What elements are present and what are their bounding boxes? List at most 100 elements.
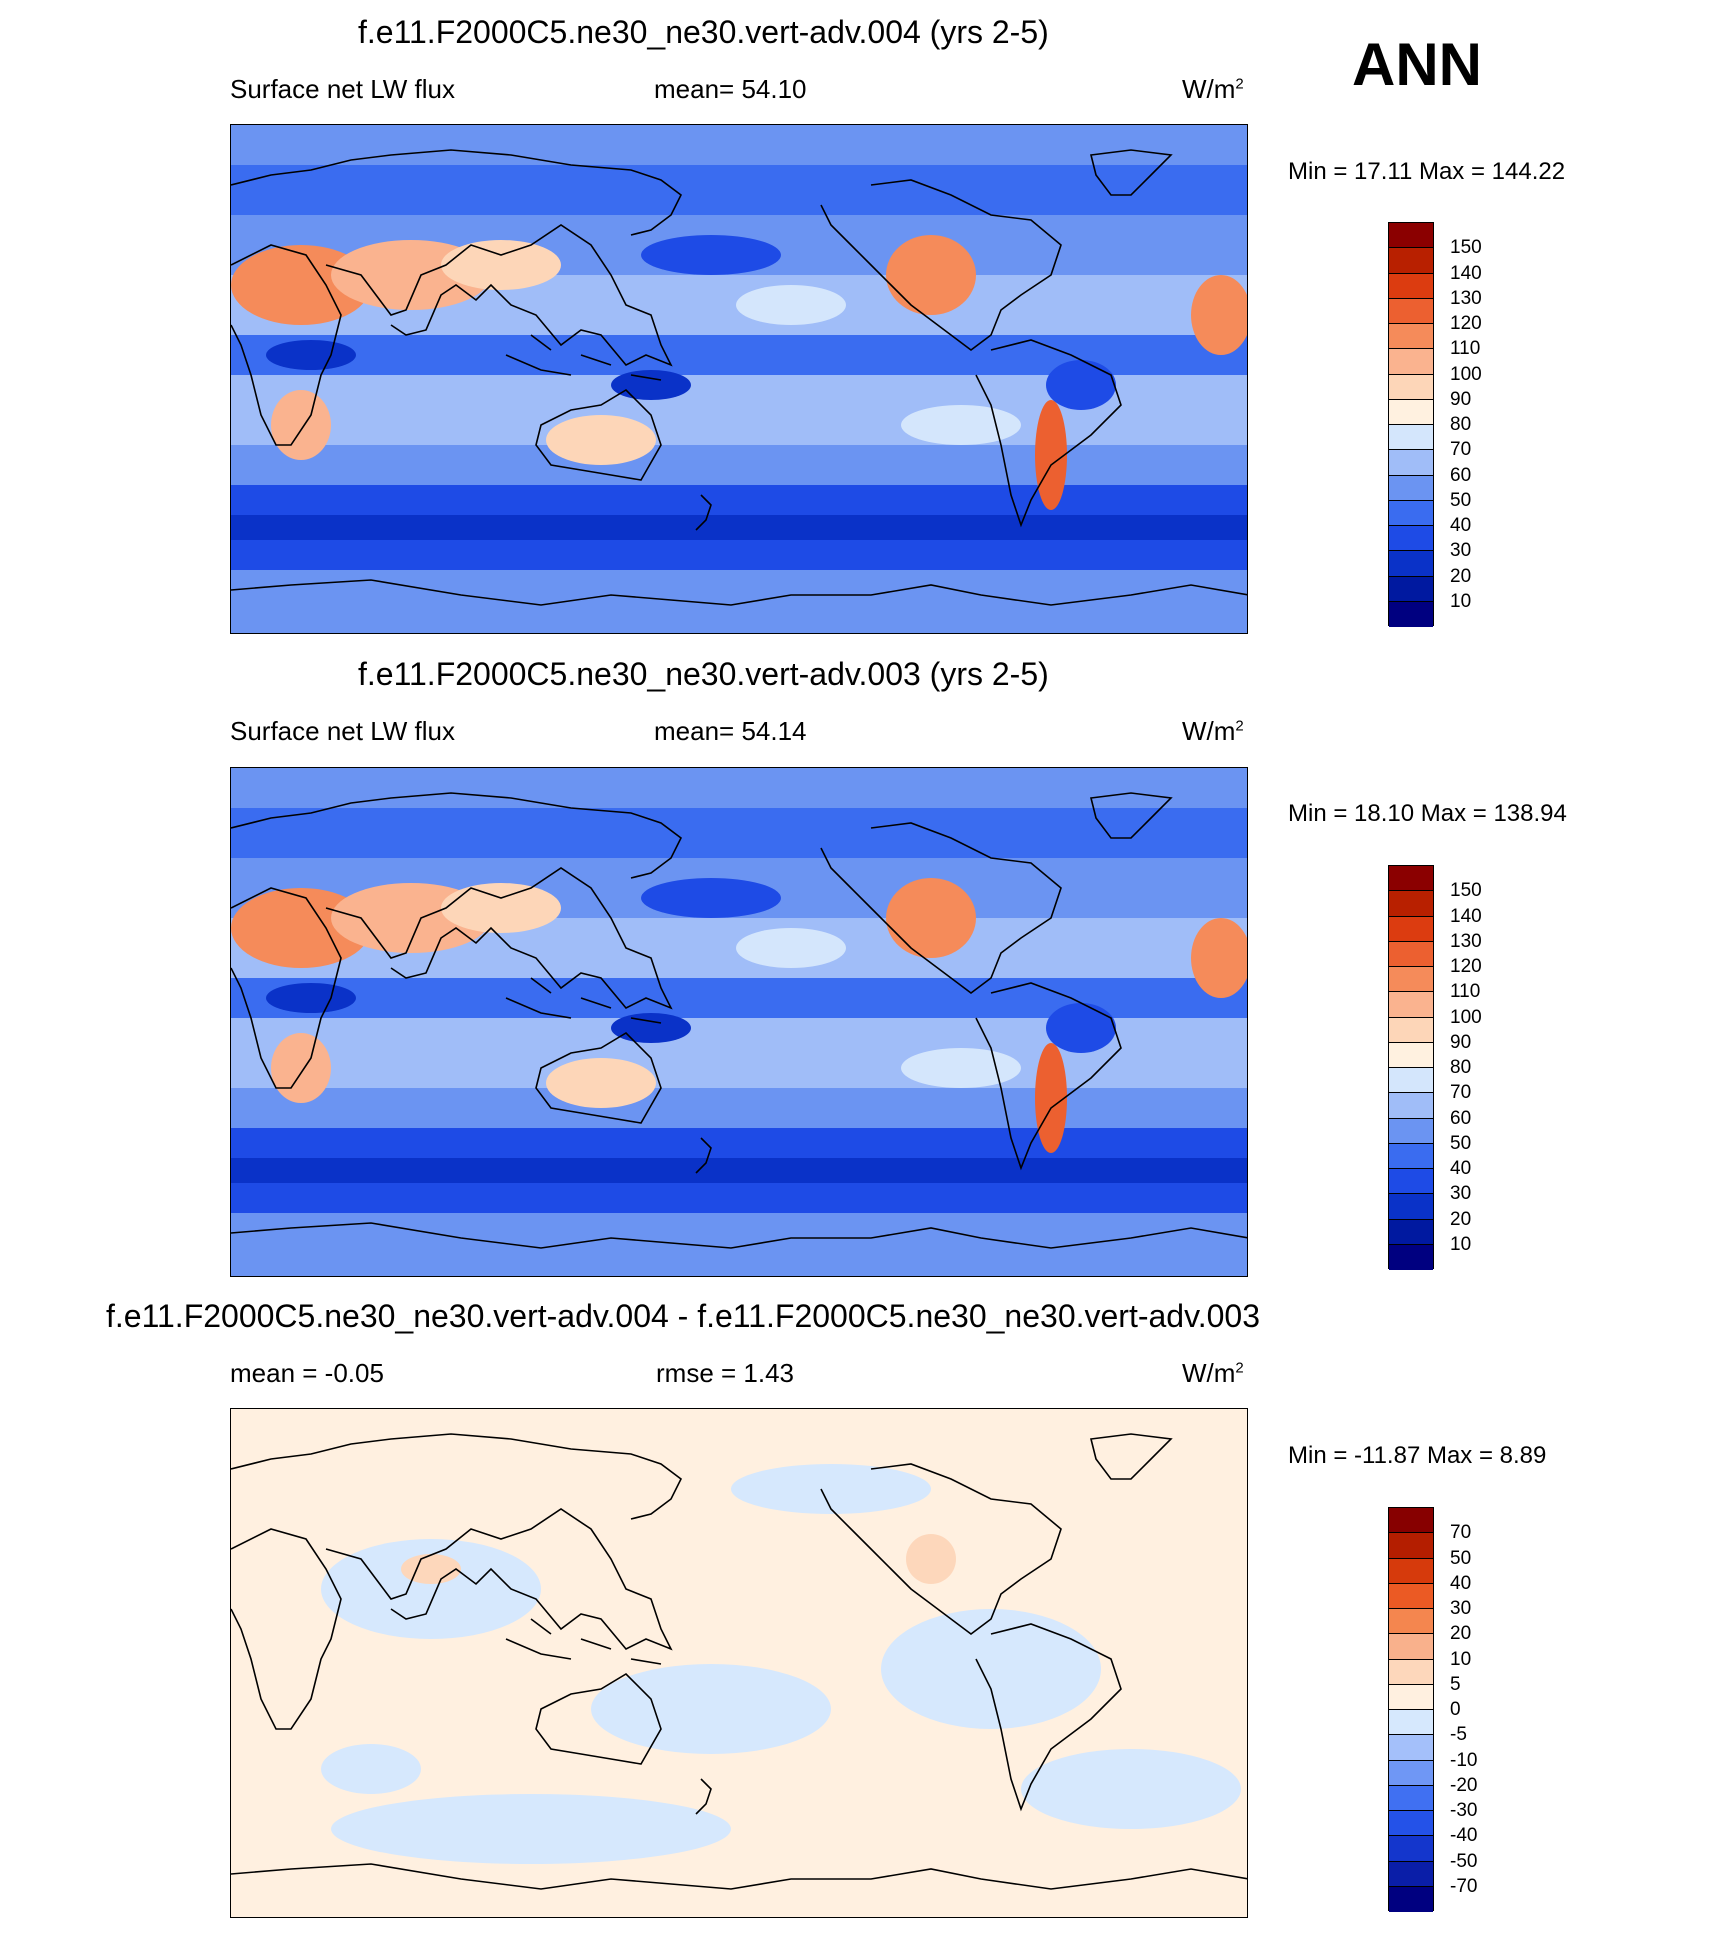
contour-region — [441, 240, 561, 290]
colorbar-swatch — [1389, 1609, 1433, 1635]
coastline — [325, 224, 673, 367]
colorbar-swatch — [1389, 248, 1433, 274]
contour-region — [401, 1554, 461, 1584]
coastline — [695, 1778, 712, 1815]
panel-2-minmax: Min = 18.10 Max = 138.94 — [1288, 800, 1567, 827]
colorbar-swatch — [1389, 1508, 1433, 1534]
colorbar-tick-label: 50 — [1450, 1547, 1472, 1569]
colorbar-swatch — [1389, 1811, 1433, 1837]
contour-band — [231, 485, 1247, 515]
contour-region — [331, 1794, 731, 1864]
coastline — [231, 1433, 683, 1520]
contour-region — [731, 1464, 931, 1514]
colorbar-swatch — [1389, 1017, 1433, 1043]
coastline — [975, 339, 1122, 528]
coastline — [505, 977, 662, 1024]
contour-band — [231, 1088, 1247, 1128]
colorbar-swatch — [1389, 298, 1433, 324]
colorbar-tick-label: -70 — [1450, 1875, 1478, 1897]
contour-region — [321, 1539, 541, 1639]
coastline — [231, 149, 683, 236]
contour-region — [641, 878, 781, 918]
panel-3-title: f.e11.F2000C5.ne30_ne30.vert-adv.004 - f… — [106, 1298, 1260, 1334]
colorbar-tick-label: 70 — [1450, 1522, 1472, 1544]
colorbar-swatch — [1389, 1659, 1433, 1685]
colorbar-swatch — [1389, 601, 1433, 627]
contour-region — [901, 1048, 1021, 1088]
panel-1-contour-field — [231, 125, 1247, 633]
colorbar-tick-label: 140 — [1450, 262, 1482, 284]
colorbar-tick-label: 60 — [1450, 464, 1472, 486]
coastline — [535, 1672, 662, 1765]
contour-band — [231, 165, 1247, 215]
coastline — [231, 244, 342, 446]
contour-region — [641, 235, 781, 275]
colorbar-tick-label: -20 — [1450, 1774, 1478, 1796]
colorbar-tick-label: 80 — [1450, 414, 1472, 435]
colorbar-swatch — [1389, 1836, 1433, 1862]
colorbar-swatch — [1389, 349, 1433, 375]
panel-1-mean-label: mean= 54.10 — [654, 74, 807, 104]
colorbar-tick-label: 150 — [1450, 880, 1482, 902]
panel-3-rmse-label: rmse = 1.43 — [656, 1358, 795, 1388]
contour-region — [266, 340, 356, 370]
colorbar-swatch — [1389, 916, 1433, 942]
coastline — [231, 579, 1247, 606]
colorbar-swatch — [1389, 992, 1433, 1018]
contour-band — [231, 1213, 1247, 1276]
contour-region — [1191, 275, 1247, 355]
contour-region — [901, 405, 1021, 445]
colorbar-tick-label: 120 — [1450, 313, 1482, 334]
colorbar-tick-label: 120 — [1450, 956, 1482, 977]
colorbar-tick-label: 80 — [1450, 1057, 1472, 1078]
contour-region — [1035, 1043, 1067, 1153]
season-label: ANN — [1352, 31, 1482, 98]
colorbar-swatch — [1389, 1583, 1433, 1609]
contour-region — [1191, 918, 1247, 998]
colorbar-tick-label: 70 — [1450, 1082, 1472, 1104]
coastline — [975, 982, 1122, 1171]
colorbar-swatch — [1389, 1533, 1433, 1559]
coastline — [231, 1222, 1247, 1249]
colorbar-swatch — [1389, 399, 1433, 425]
colorbar-swatch — [1389, 576, 1433, 602]
coastline — [1090, 1433, 1173, 1480]
contour-band — [231, 1128, 1247, 1158]
colorbar-tick-label: 130 — [1450, 930, 1482, 952]
contour-region — [886, 878, 976, 958]
contour-band — [231, 570, 1247, 633]
panel-3-mean-label: mean = -0.05 — [230, 1358, 384, 1388]
colorbar-swatch — [1389, 1558, 1433, 1584]
contour-band — [231, 540, 1247, 570]
contour-region — [321, 1744, 421, 1794]
colorbar-tick-label: 30 — [1450, 540, 1472, 562]
contour-region — [1021, 1749, 1241, 1829]
contour-region — [546, 1058, 656, 1108]
coastline — [820, 1463, 1062, 1635]
contour-band — [231, 1183, 1247, 1213]
colorbar-tick-label: 100 — [1450, 363, 1482, 385]
contour-region — [546, 415, 656, 465]
colorbar-swatch — [1389, 1886, 1433, 1912]
contour-region — [1046, 1003, 1116, 1053]
coastline — [820, 179, 1062, 351]
colorbar-swatch — [1389, 500, 1433, 526]
colorbar-swatch — [1389, 1194, 1433, 1220]
panel-1-variable-label: Surface net LW flux — [230, 74, 455, 104]
colorbar-swatch — [1389, 1219, 1433, 1245]
colorbar-tick-label: 40 — [1450, 515, 1472, 536]
coastline — [325, 867, 673, 1010]
contour-region — [611, 1013, 691, 1043]
coastline — [535, 388, 662, 481]
colorbar-tick-label: 90 — [1450, 388, 1472, 410]
colorbar-tick-label: 150 — [1450, 237, 1482, 259]
panel-3-colorbar — [1388, 1507, 1434, 1912]
colorbar-swatch — [1389, 1760, 1433, 1786]
colorbar-swatch — [1389, 475, 1433, 501]
colorbar-tick-label: 50 — [1450, 489, 1472, 511]
colorbar-swatch — [1389, 1093, 1433, 1119]
coastline — [1090, 149, 1173, 196]
panel-1-minmax: Min = 17.11 Max = 144.22 — [1288, 158, 1566, 185]
colorbar-tick-label: 10 — [1450, 1648, 1472, 1670]
colorbar-tick-label: 130 — [1450, 287, 1482, 309]
